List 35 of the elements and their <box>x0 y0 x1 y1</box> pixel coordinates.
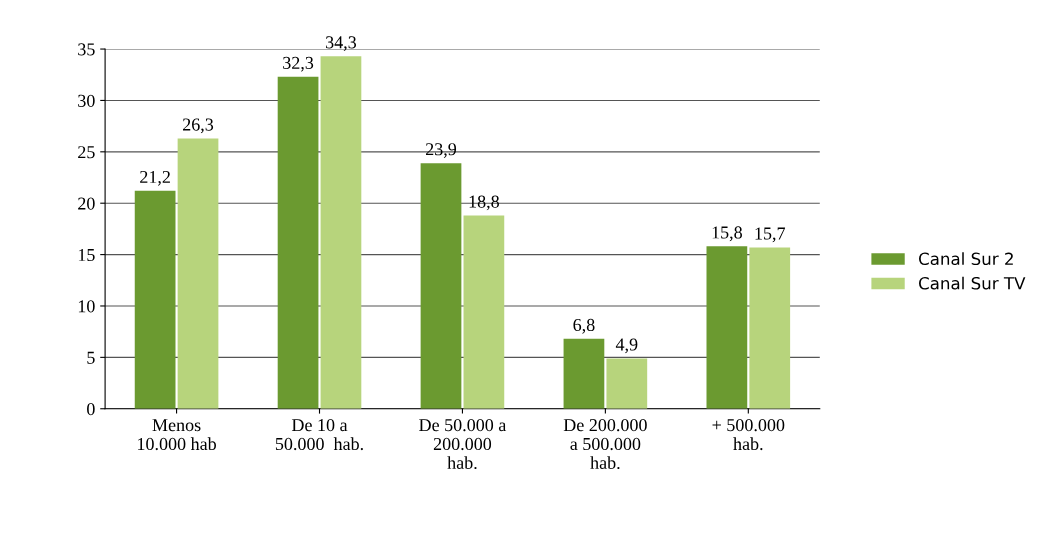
data-label: 18,8 <box>469 195 499 211</box>
data-label: 15,8 <box>712 226 742 242</box>
data-label: 4,9 <box>615 338 638 354</box>
data-label: 34,3 <box>326 36 357 52</box>
y-tick-label: 20 <box>78 197 95 210</box>
legend-label: Canal Sur TV <box>919 276 1026 290</box>
bar <box>563 338 605 409</box>
y-tick-label: 35 <box>78 43 95 56</box>
y-tick-label: 10 <box>78 300 95 313</box>
y-tick-label: 0 <box>87 403 95 416</box>
y-tick-label: 5 <box>87 351 95 364</box>
data-label: 26,3 <box>183 118 214 134</box>
x-tick-label: De 50.000 a 200.000 hab. <box>419 418 507 470</box>
data-label: 15,7 <box>755 227 786 243</box>
bar <box>177 138 219 409</box>
data-label: 21,2 <box>140 170 170 186</box>
data-label: 6,8 <box>573 318 595 334</box>
bar <box>463 215 505 409</box>
x-tick-label: De 10 a 50.000 hab. <box>275 418 363 451</box>
bar <box>606 358 648 409</box>
bar <box>277 76 319 409</box>
bar <box>134 190 176 409</box>
y-tick-label: 15 <box>78 248 95 262</box>
y-tick-label: 30 <box>78 94 95 107</box>
bar <box>320 56 362 409</box>
bar <box>706 246 748 409</box>
legend-label: Canal Sur 2 <box>919 252 1013 266</box>
data-label: 32,3 <box>283 56 314 72</box>
data-label: 23,9 <box>425 143 457 158</box>
bar <box>420 163 462 409</box>
x-tick-label: + 500.000 hab. <box>712 418 785 451</box>
x-tick-label: Menos 10.000 hab <box>138 419 216 451</box>
y-tick-label: 25 <box>78 146 95 159</box>
x-tick-label: De 200.000 a 500.000 hab. <box>563 418 647 470</box>
bar <box>749 247 791 409</box>
